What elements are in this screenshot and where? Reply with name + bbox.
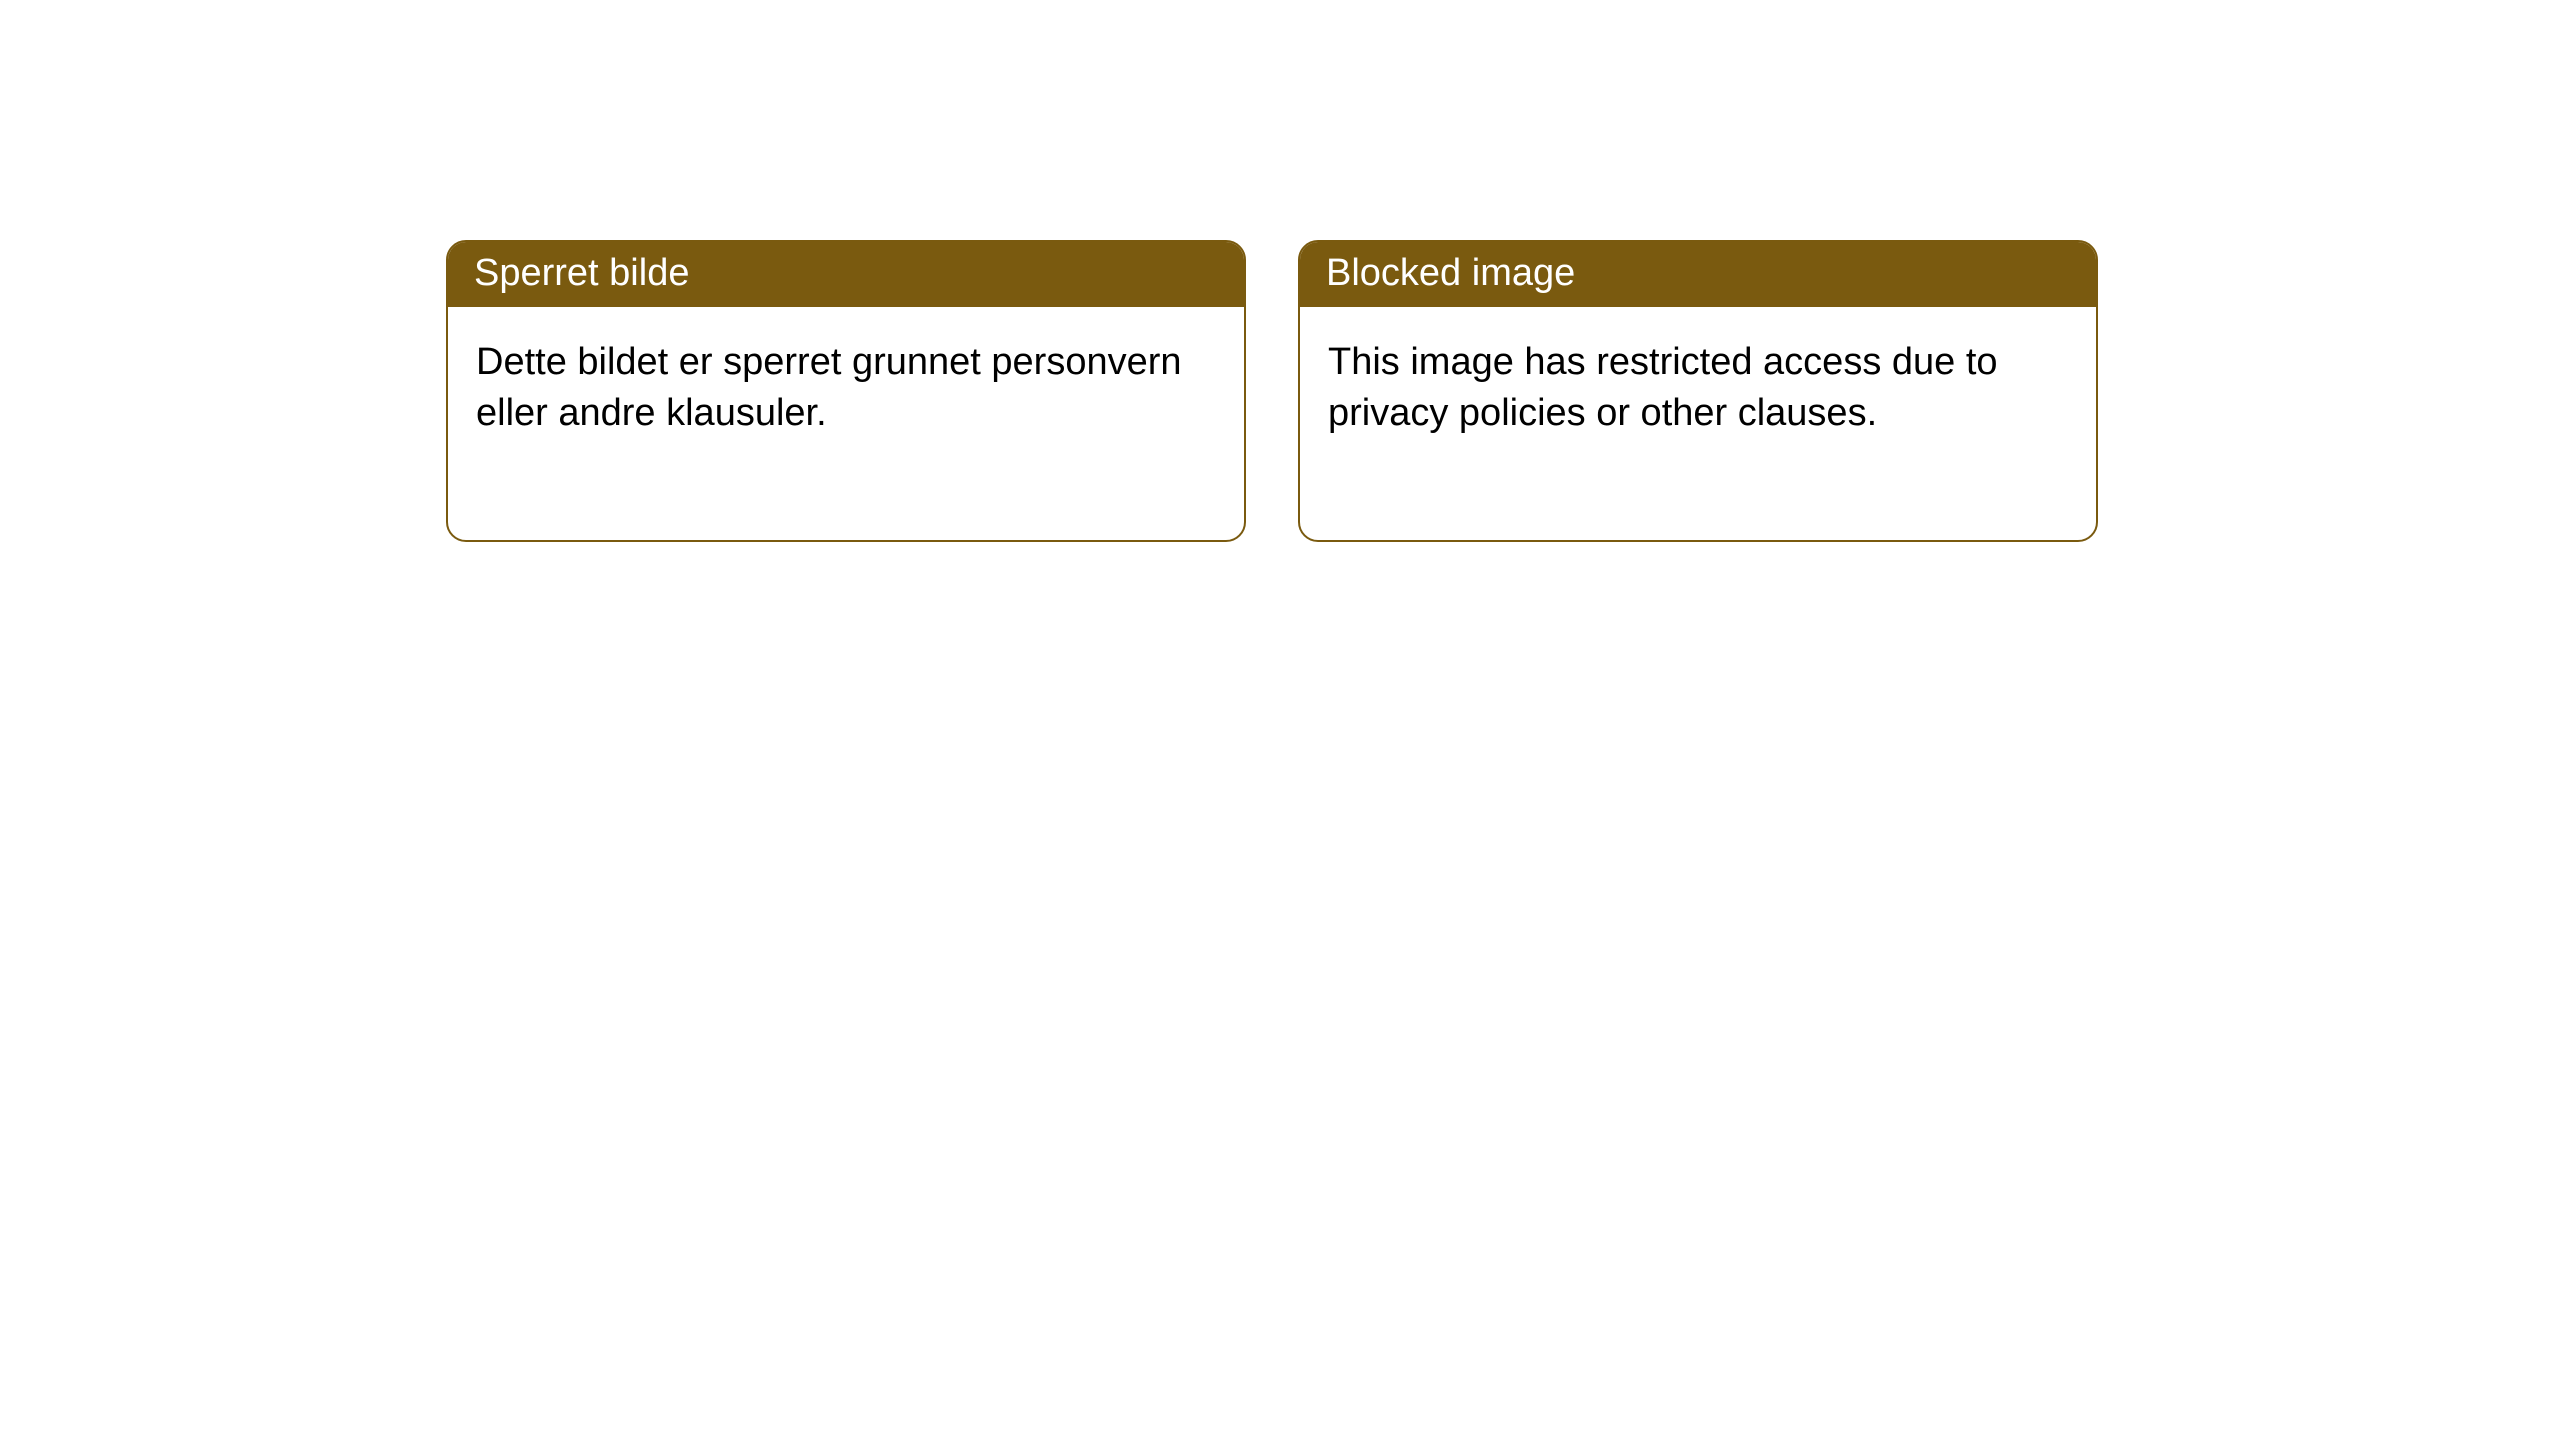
notice-card-norwegian: Sperret bilde Dette bildet er sperret gr… <box>446 240 1246 542</box>
notice-body: Dette bildet er sperret grunnet personve… <box>448 307 1244 540</box>
notice-title: Blocked image <box>1326 252 1575 294</box>
notice-body-text: This image has restricted access due to … <box>1328 341 1998 434</box>
notice-title: Sperret bilde <box>474 252 689 294</box>
notice-body-text: Dette bildet er sperret grunnet personve… <box>476 341 1182 434</box>
notice-card-english: Blocked image This image has restricted … <box>1298 240 2098 542</box>
notice-header: Blocked image <box>1300 242 2096 307</box>
notice-header: Sperret bilde <box>448 242 1244 307</box>
notice-body: This image has restricted access due to … <box>1300 307 2096 540</box>
notice-container: Sperret bilde Dette bildet er sperret gr… <box>0 0 2560 542</box>
